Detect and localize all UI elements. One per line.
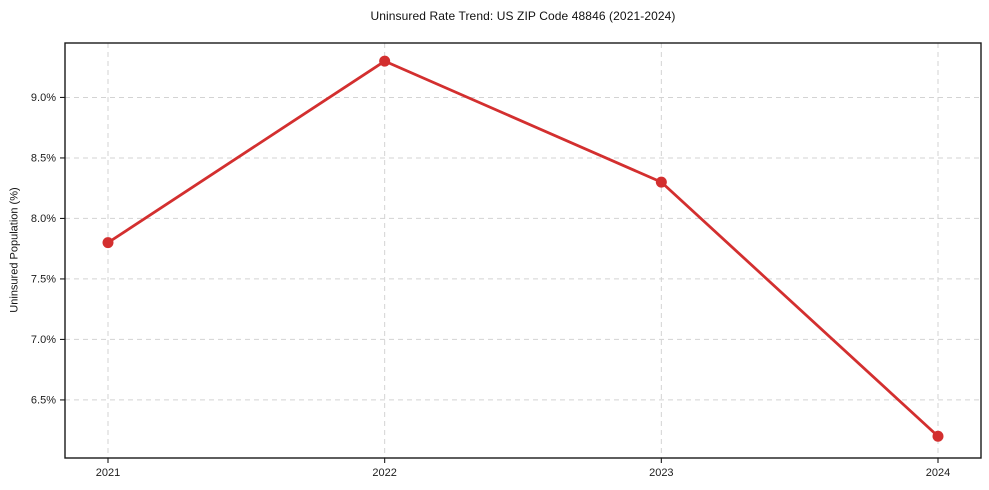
- y-tick-label: 7.5%: [31, 274, 56, 286]
- data-point-2023: [655, 176, 667, 188]
- data-point-2021: [102, 237, 114, 249]
- x-tick-label: 2023: [649, 467, 673, 479]
- y-tick-label: 7.0%: [31, 334, 56, 346]
- plot-border: [64, 42, 982, 459]
- x-tick-label: 2021: [96, 467, 120, 479]
- data-point-2022: [379, 55, 391, 67]
- x-tick-label: 2022: [372, 467, 396, 479]
- y-tick-label: 9.0%: [31, 92, 56, 104]
- chart-title: Uninsured Rate Trend: US ZIP Code 48846 …: [370, 9, 676, 23]
- y-tick-label: 6.5%: [31, 395, 56, 407]
- x-tick-label: 2024: [926, 467, 950, 479]
- y-tick-label: 8.5%: [31, 153, 56, 165]
- data-point-2024: [932, 430, 944, 442]
- trend-line: [106, 59, 940, 438]
- y-tick-label: 8.0%: [31, 213, 56, 225]
